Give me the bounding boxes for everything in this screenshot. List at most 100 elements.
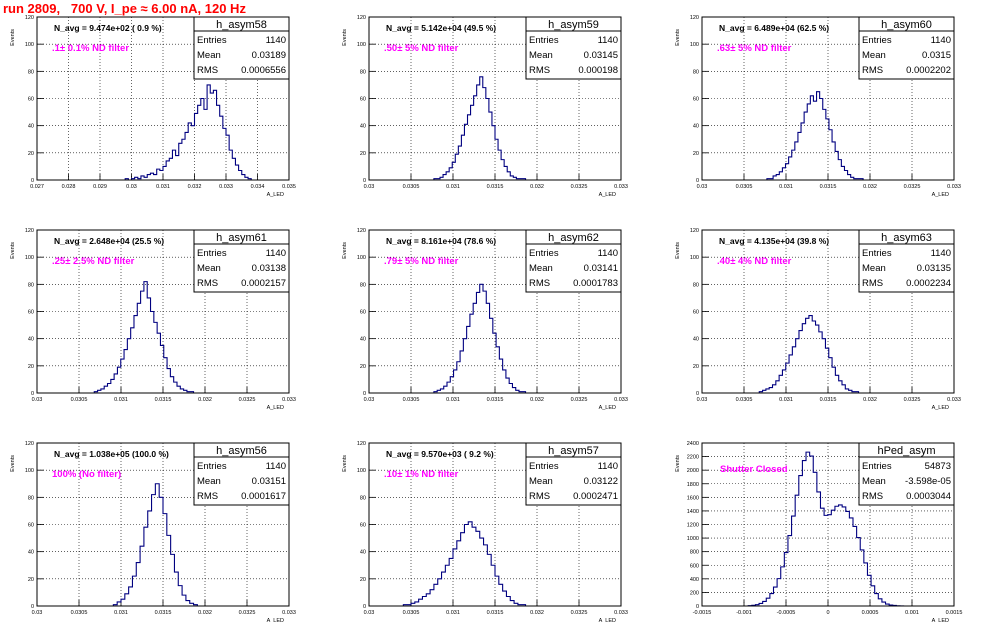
- y-axis-title: Events: [675, 455, 681, 472]
- x-tick-label: 0.0325: [239, 397, 256, 403]
- panel-h_asym60: 0.03 0.0305 0.031 0.0315 0.032 0.0325 0.033 0 20…: [675, 15, 961, 198]
- histogram-line: [124, 84, 252, 181]
- histogram-line: [758, 315, 860, 393]
- y-tick-label: 0: [696, 178, 699, 184]
- y-tick-label: 0: [363, 391, 366, 397]
- plot-frame: [701, 229, 955, 394]
- stat-value-rms: 0.0003044: [906, 491, 951, 502]
- y-tick-label: 60: [28, 523, 34, 529]
- filter-label: .1± 0.1% ND filter: [52, 43, 129, 54]
- x-tick-label: 0.032: [863, 397, 877, 403]
- stat-value-entries: 1140: [266, 35, 286, 46]
- y-tick-label: 20: [28, 364, 34, 370]
- y-tick-label: 2400: [687, 441, 699, 447]
- y-tick-label: 120: [690, 228, 699, 234]
- x-tick-label: 0.031: [446, 184, 460, 190]
- stat-label-entries: Entries: [862, 248, 892, 259]
- stat-value-rms: 0.0002202: [906, 65, 951, 76]
- y-tick-label: 800: [690, 550, 699, 556]
- x-tick-label: 0.033: [282, 397, 296, 403]
- y-tick-label: 20: [360, 364, 366, 370]
- x-tick-label: 0.0305: [736, 397, 753, 403]
- stat-value-entries: 1140: [598, 35, 618, 46]
- stat-label-entries: Entries: [197, 461, 227, 472]
- y-tick-label: 40: [28, 337, 34, 343]
- stat-label-rms: RMS: [197, 491, 218, 502]
- x-tick-label: 0.031: [779, 397, 793, 403]
- stats-box-frame: [858, 16, 955, 80]
- x-tick-label: 0.031: [114, 397, 128, 403]
- x-tick-label: 0.0015: [946, 610, 963, 616]
- stats-box-frame: [193, 229, 290, 293]
- y-tick-label: 100: [357, 255, 366, 261]
- y-tick-label: 80: [360, 69, 366, 75]
- x-tick-label: 0.031: [779, 184, 793, 190]
- x-tick-label: 0.03: [364, 184, 375, 190]
- y-tick-label: 80: [693, 282, 699, 288]
- stat-value-mean: 0.03145: [584, 50, 618, 61]
- y-tick-label: 1200: [687, 523, 699, 529]
- filter-label: .25± 2.5% ND filter: [52, 256, 135, 267]
- y-tick-label: 100: [25, 42, 34, 48]
- histogram-name: h_asym63: [881, 232, 932, 244]
- y-tick-label: 40: [28, 124, 34, 130]
- y-tick-label: 100: [357, 468, 366, 474]
- x-tick-label: 0.03: [364, 397, 375, 403]
- y-axis-title: Events: [342, 29, 348, 46]
- y-tick-label: 2200: [687, 455, 699, 461]
- histogram-line: [112, 483, 198, 606]
- x-tick-label: 0.0315: [155, 610, 172, 616]
- x-tick-label: 0.0325: [904, 397, 921, 403]
- stats-box-frame: [525, 229, 622, 293]
- y-tick-label: 20: [360, 577, 366, 583]
- stat-value-entries: 1140: [266, 248, 286, 259]
- panel-h_asym62: 0.03 0.0305 0.031 0.0315 0.032 0.0325 0.033 0 20…: [342, 228, 628, 411]
- stats-box: h_asym56 Entries 1140 Mean 0.03151 RMS 0.00016…: [193, 442, 290, 506]
- x-tick-label: -0.001: [736, 610, 752, 616]
- stats-box: h_asym61 Entries 1140 Mean 0.03138 RMS 0.00021…: [193, 229, 290, 293]
- y-tick-label: 60: [360, 310, 366, 316]
- y-tick-label: 20: [28, 577, 34, 583]
- x-tick-label: 0.034: [251, 184, 265, 190]
- stat-value-entries: 1140: [598, 248, 618, 259]
- x-tick-label: 0.03: [697, 184, 708, 190]
- x-tick-label: 0.033: [614, 397, 628, 403]
- y-tick-label: 120: [25, 441, 34, 447]
- filter-label: 100% (No filter): [52, 469, 121, 480]
- x-tick-label: 0.033: [947, 397, 961, 403]
- stats-box: h_asym57 Entries 1140 Mean 0.03122 RMS 0.00024…: [525, 442, 622, 506]
- x-tick-label: 0.0305: [403, 184, 420, 190]
- x-tick-label: 0.0305: [736, 184, 753, 190]
- stat-value-entries: 1140: [266, 461, 286, 472]
- histogram-name: h_asym57: [548, 445, 599, 457]
- x-axis-title: A_LED: [267, 618, 284, 622]
- y-tick-label: 60: [28, 310, 34, 316]
- stat-value-entries: 1140: [931, 35, 951, 46]
- y-axis-title: Events: [675, 29, 681, 46]
- stat-label-entries: Entries: [529, 461, 559, 472]
- x-tick-label: 0.032: [530, 184, 544, 190]
- stat-label-rms: RMS: [862, 278, 883, 289]
- stat-value-mean: 0.03138: [252, 263, 286, 274]
- plot-frame: [36, 229, 290, 394]
- stat-value-rms: 0.0006556: [241, 65, 286, 76]
- y-axis-title: Events: [675, 242, 681, 259]
- x-axis-title: A_LED: [932, 192, 949, 198]
- stat-value-mean: -3.598e-05: [905, 476, 951, 487]
- x-tick-label: 0.001: [905, 610, 919, 616]
- stat-value-rms: 0.0001617: [241, 491, 286, 502]
- x-tick-label: 0.0315: [487, 397, 504, 403]
- x-tick-label: 0.031: [156, 184, 170, 190]
- stats-box-frame: [525, 16, 622, 80]
- histogram-line: [766, 91, 867, 181]
- y-tick-label: 100: [357, 42, 366, 48]
- x-tick-label: 0.0325: [571, 184, 588, 190]
- y-tick-label: 40: [360, 550, 366, 556]
- x-tick-label: 0.03: [697, 397, 708, 403]
- y-axis-title: Events: [342, 242, 348, 259]
- stat-label-mean: Mean: [529, 476, 553, 487]
- n-avg-label: N_avg = 1.038e+05 (100.0 %): [54, 449, 169, 459]
- stat-value-rms: 0.0002234: [906, 278, 951, 289]
- y-tick-label: 60: [28, 97, 34, 103]
- stat-label-mean: Mean: [862, 263, 886, 274]
